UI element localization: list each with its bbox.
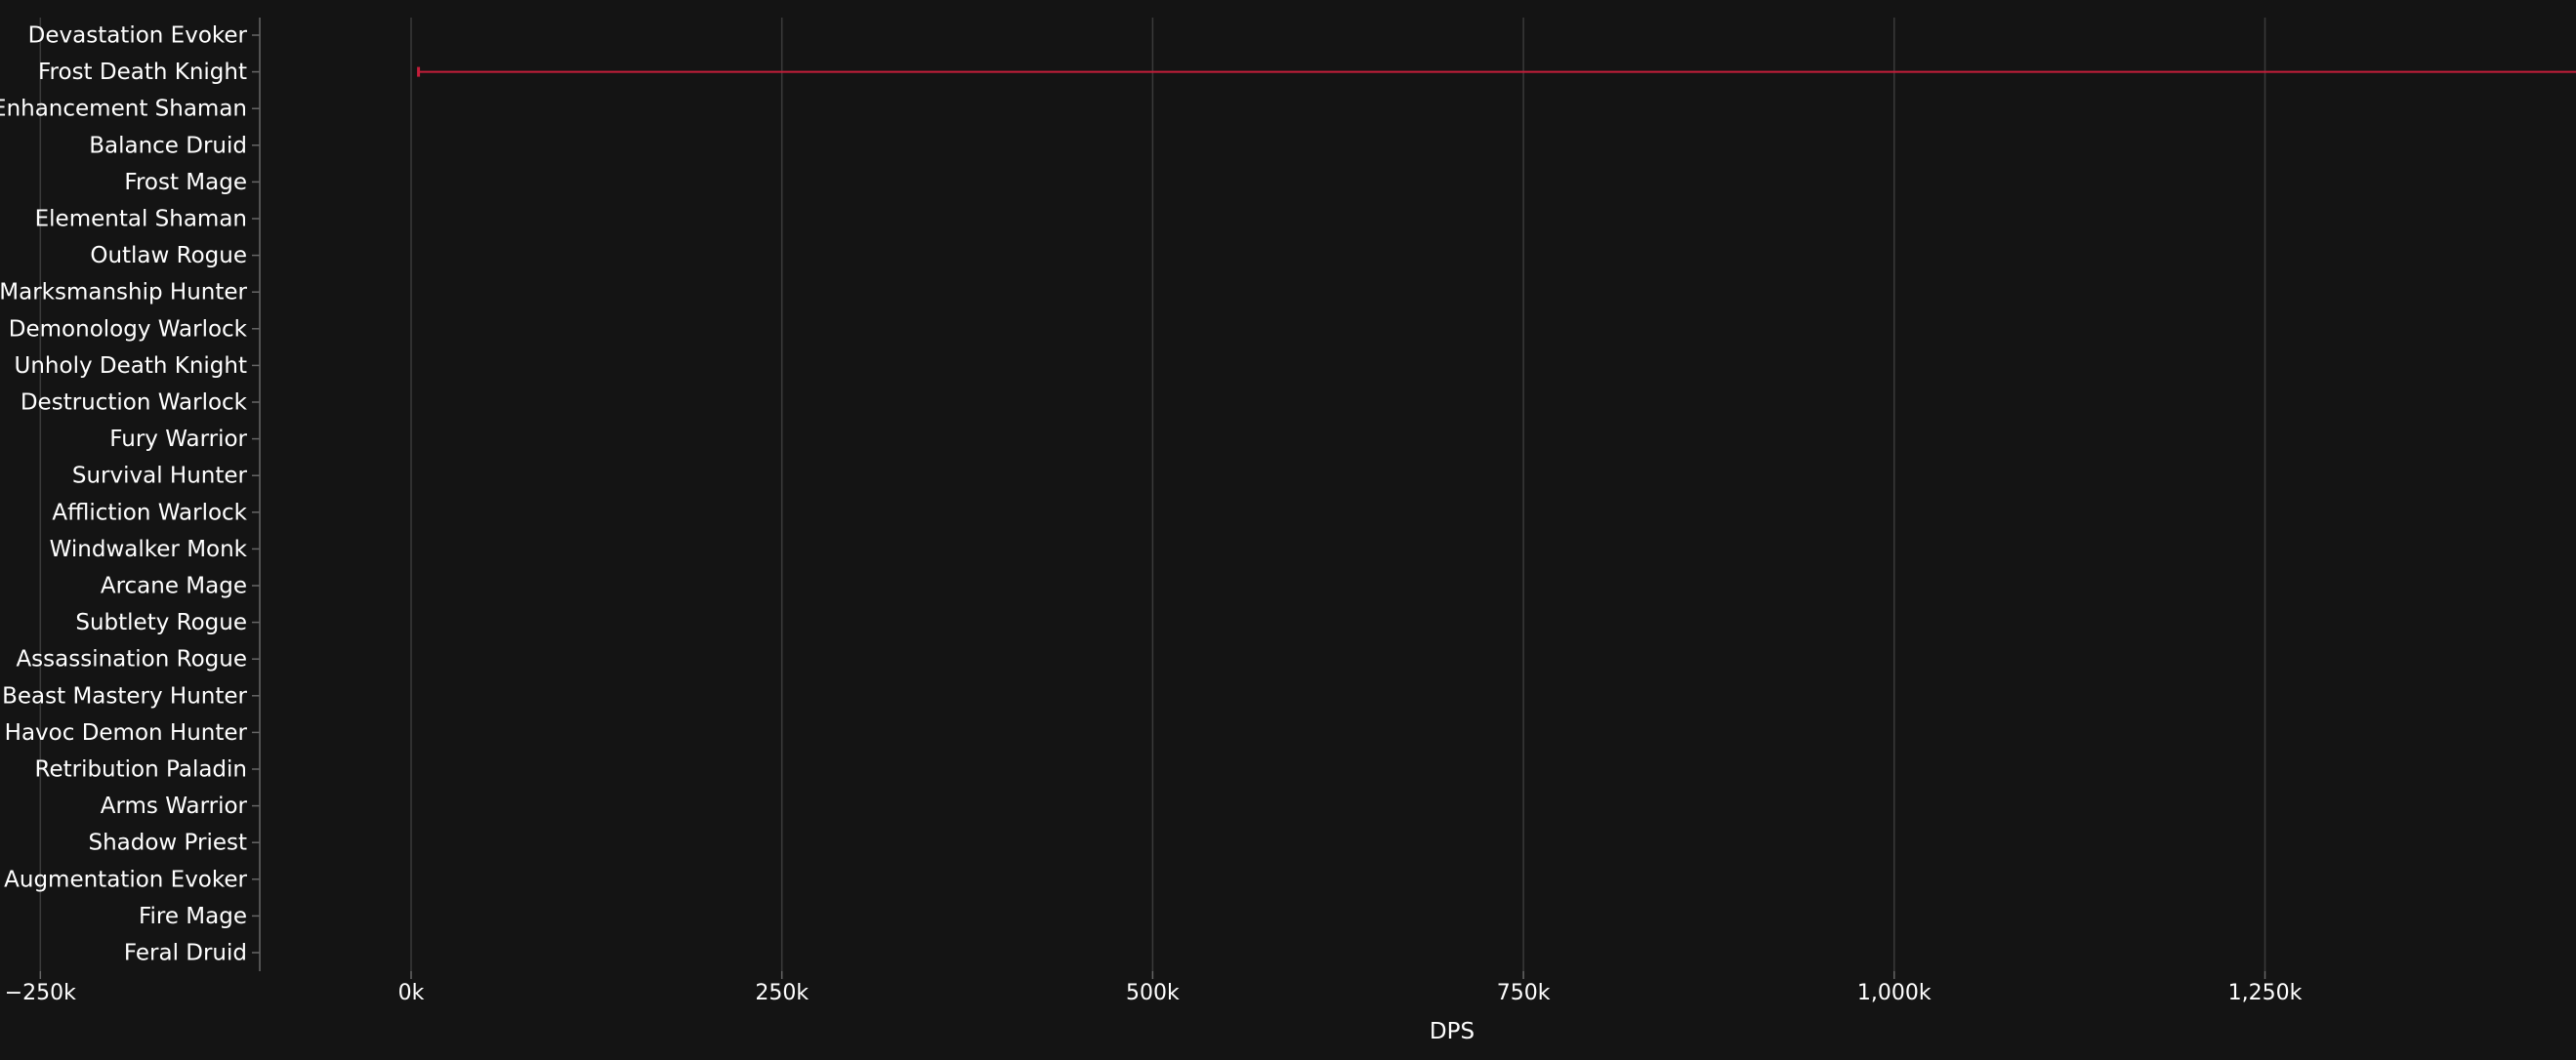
category-label: Havoc Demon Hunter xyxy=(5,720,248,746)
category-label: Affliction Warlock xyxy=(52,500,247,525)
x-axis-ticks: −250k0k250k500k750k1,000k1,250k1,500k1,7… xyxy=(5,971,2303,1005)
category-label: Retribution Paladin xyxy=(35,757,248,783)
grid-lines xyxy=(39,18,2266,971)
category-label: Fury Warrior xyxy=(109,427,247,452)
category-label: Fire Mage xyxy=(139,904,247,929)
category-label: Destruction Warlock xyxy=(21,390,248,416)
category-label: Outlaw Rogue xyxy=(90,243,247,268)
category-label: Windwalker Monk xyxy=(50,537,248,562)
category-label: Frost Mage xyxy=(124,170,247,195)
category-label: Assassination Rogue xyxy=(16,647,247,673)
x-tick-label: −250k xyxy=(5,981,76,1005)
category-label: Enhancement Shaman xyxy=(0,97,247,122)
category-label: Unholy Death Knight xyxy=(15,353,247,379)
category-label: Survival Hunter xyxy=(72,464,248,489)
y-axis-categories: Devastation Evoker Frost Death Knight Enha… xyxy=(0,23,260,966)
box-plots xyxy=(417,66,2576,77)
category-label: Frost Death Knight xyxy=(38,60,247,85)
category-label: Subtlety Rogue xyxy=(75,610,247,635)
category-label: Devastation Evoker xyxy=(28,23,248,49)
category-label: Beast Mastery Hunter xyxy=(2,683,247,709)
category-label: Feral Druid xyxy=(124,941,247,966)
category-label: Arcane Mage xyxy=(101,574,247,599)
category-label: Demonology Warlock xyxy=(9,316,248,342)
category-label: Arms Warrior xyxy=(101,794,248,819)
x-tick-label: 1,000k xyxy=(1857,981,1932,1005)
x-tick-label: 250k xyxy=(755,981,809,1005)
x-axis-title: DPS xyxy=(1430,1019,1475,1044)
x-tick-label: 750k xyxy=(1497,981,1551,1005)
category-label: Elemental Shaman xyxy=(35,207,247,232)
box-plot xyxy=(417,66,2576,77)
x-tick-label: 0k xyxy=(398,981,425,1005)
category-label: Marksmanship Hunter xyxy=(0,280,248,306)
category-label: Shadow Priest xyxy=(88,831,247,856)
x-tick-label: 500k xyxy=(1126,981,1180,1005)
category-label: Balance Druid xyxy=(89,133,247,158)
x-tick-label: 1,250k xyxy=(2228,981,2303,1005)
category-label: Augmentation Evoker xyxy=(4,867,247,892)
